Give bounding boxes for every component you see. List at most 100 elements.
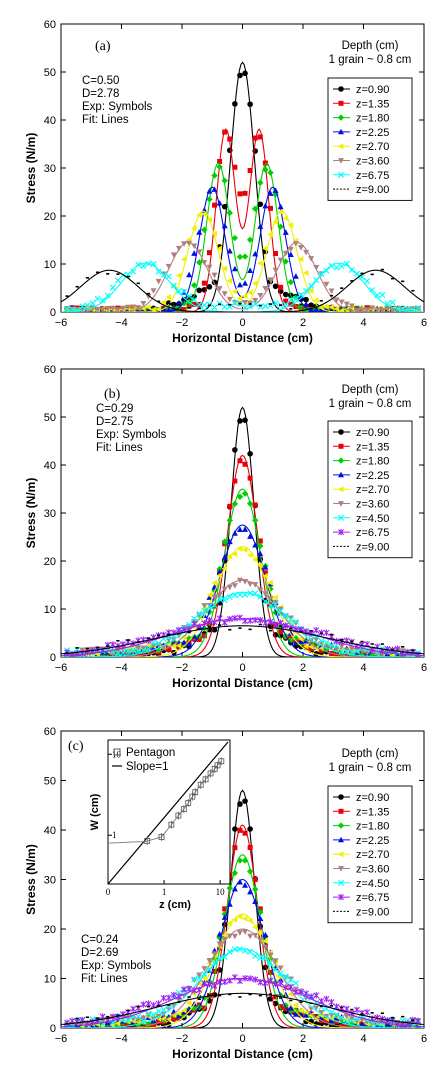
data-point (145, 1010, 152, 1017)
data-point (125, 647, 132, 654)
data-point (226, 977, 233, 984)
data-point (262, 573, 268, 580)
data-point (288, 301, 294, 307)
data-point (323, 281, 330, 288)
data-point (109, 1013, 116, 1020)
data-point (196, 974, 203, 982)
data-point (277, 606, 284, 613)
inset-legend-marker (113, 748, 121, 756)
data-point (267, 205, 273, 211)
data-point (257, 593, 264, 600)
data-point (242, 190, 248, 196)
data-point (287, 637, 295, 644)
data-point (364, 277, 371, 285)
data-point (136, 641, 140, 643)
data-point (257, 929, 263, 936)
data-point (130, 646, 137, 653)
data-point (136, 1005, 140, 1008)
panel-label: (b) (104, 387, 121, 402)
data-point (226, 615, 233, 623)
data-point (297, 256, 304, 263)
data-point (343, 648, 350, 655)
fit-line-z-2_70 (61, 546, 424, 657)
data-point (99, 1018, 106, 1025)
data-point (297, 1007, 304, 1014)
data-point (414, 304, 421, 311)
data-point (145, 260, 152, 267)
data-point (125, 304, 132, 311)
data-point (353, 1006, 360, 1014)
data-point (411, 289, 415, 292)
data-point (207, 304, 212, 307)
data-point (201, 970, 208, 977)
data-point (231, 615, 238, 622)
depth-header: 1 grain ~ 0.8 cm (329, 54, 412, 66)
data-point (257, 201, 264, 208)
data-point (267, 602, 274, 609)
data-point (302, 643, 309, 650)
data-point (75, 285, 79, 288)
data-point (303, 301, 310, 307)
data-point (278, 629, 284, 635)
data-point (374, 1014, 381, 1021)
data-point (191, 243, 198, 250)
data-point (277, 208, 284, 215)
x-axis-title: Horizontal Distance (cm) (172, 676, 313, 690)
data-point (106, 273, 110, 275)
data-point (231, 551, 238, 558)
legend-marker (338, 443, 344, 449)
data-point (348, 649, 355, 656)
data-point (323, 643, 330, 650)
data-point (242, 70, 248, 77)
data-point (333, 647, 340, 653)
fit-line-z-0_90 (61, 789, 424, 1028)
data-point (292, 295, 299, 302)
data-point (308, 646, 314, 652)
data-point (282, 613, 289, 620)
data-point (257, 915, 264, 921)
data-point (318, 271, 325, 278)
data-point (282, 974, 289, 981)
legend-entry-label: z=1.35 (356, 441, 389, 453)
legend-entry-label: z=3.60 (356, 499, 389, 511)
inset-data-point (180, 806, 187, 813)
legend-entry-label: z=3.60 (356, 156, 389, 168)
data-point (222, 906, 228, 912)
data-point (226, 553, 233, 560)
data-point (95, 1017, 100, 1019)
data-point (292, 639, 299, 646)
data-point (287, 246, 294, 253)
data-point (186, 985, 193, 993)
data-point (135, 1013, 142, 1020)
fit-line-z-0_90 (61, 61, 424, 312)
fit-parameter-text: D=2.75 (96, 416, 133, 428)
data-point (262, 931, 269, 938)
data-point (191, 250, 198, 256)
data-point (247, 267, 254, 274)
data-point (267, 977, 274, 984)
data-point (272, 621, 279, 629)
data-point (262, 954, 269, 961)
legend-marker (338, 501, 344, 507)
legend-marker (338, 528, 344, 536)
data-point (313, 645, 319, 652)
data-point (166, 646, 172, 652)
y-tick-label: 10 (44, 604, 56, 616)
data-point (303, 1012, 310, 1018)
data-point (75, 1017, 79, 1020)
data-point (262, 591, 269, 597)
legend-entry-label: z=6.75 (356, 170, 389, 182)
data-point (252, 582, 259, 588)
data-point (288, 633, 294, 639)
legend-marker (337, 879, 345, 886)
data-point (267, 952, 274, 959)
data-point (221, 936, 228, 943)
data-point (228, 303, 232, 306)
data-point (206, 966, 213, 973)
y-tick-label: 40 (44, 825, 56, 837)
data-point (241, 293, 248, 300)
data-point (267, 190, 274, 196)
data-point (232, 826, 238, 832)
x-axis-title: Horizontal Distance (cm) (172, 1047, 313, 1061)
data-point (150, 1011, 157, 1018)
